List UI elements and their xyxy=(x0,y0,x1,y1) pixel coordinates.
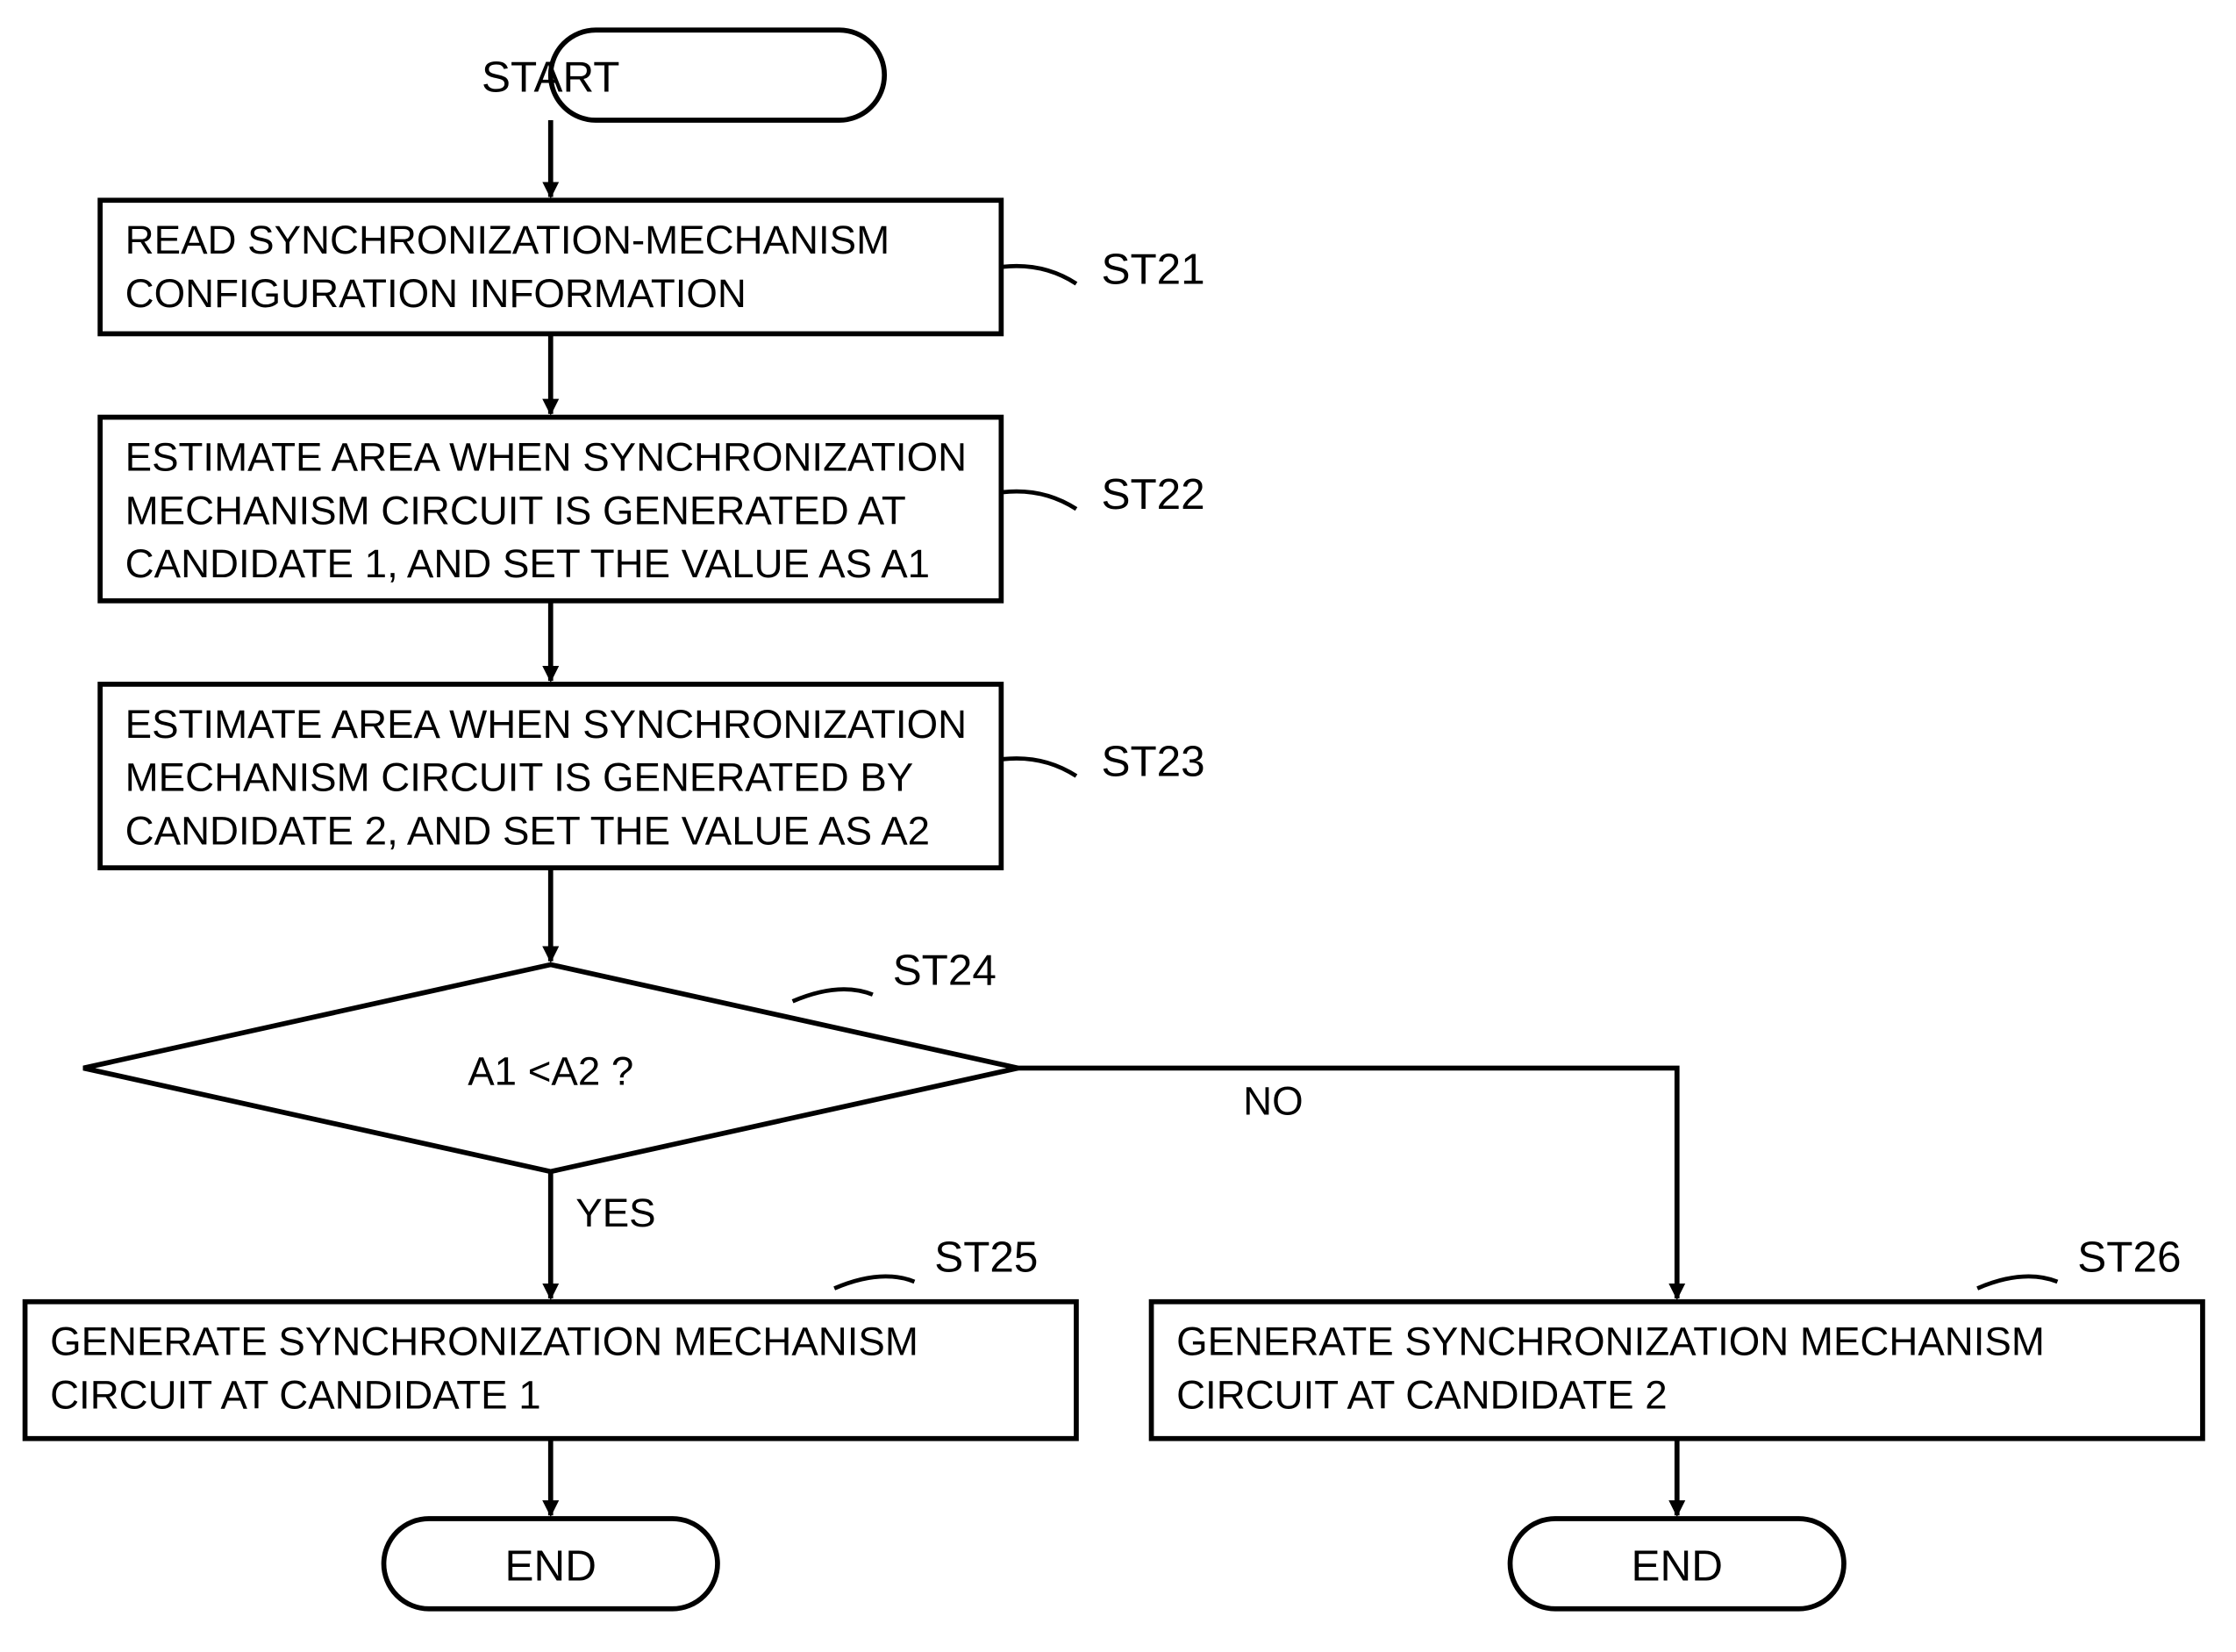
st21-tag: ST21 xyxy=(1101,245,1204,293)
st24-node: A1 <A2 ? xyxy=(83,964,1018,1171)
st24-label: A1 <A2 ? xyxy=(468,1048,633,1093)
st23-tag: ST23 xyxy=(1101,738,1204,786)
st22-line3: CANDIDATE 1, AND SET THE VALUE AS A1 xyxy=(125,541,930,586)
st24-tick xyxy=(793,990,873,1002)
st23-node: ESTIMATE AREA WHEN SYNCHRONIZATION MECHA… xyxy=(100,684,1001,868)
st21-node: READ SYNCHRONIZATION-MECHANISM CONFIGURA… xyxy=(100,200,1001,333)
st26-line1: GENERATE SYNCHRONIZATION MECHANISM xyxy=(1176,1319,2045,1364)
st25-line2: CIRCUIT AT CANDIDATE 1 xyxy=(50,1372,541,1417)
st22-line2: MECHANISM CIRCUIT IS GENERATED AT xyxy=(125,488,906,533)
st26-line2: CIRCUIT AT CANDIDATE 2 xyxy=(1176,1372,1668,1417)
st24-tag: ST24 xyxy=(893,946,997,994)
st25-tick xyxy=(834,1277,914,1289)
st21-line1: READ SYNCHRONIZATION-MECHANISM xyxy=(125,218,889,262)
st25-node: GENERATE SYNCHRONIZATION MECHANISM CIRCU… xyxy=(25,1302,1076,1439)
st22-tag: ST22 xyxy=(1101,470,1204,518)
st23-line2: MECHANISM CIRCUIT IS GENERATED BY xyxy=(125,755,914,800)
st21-tick xyxy=(1001,266,1076,283)
st22-node: ESTIMATE AREA WHEN SYNCHRONIZATION MECHA… xyxy=(100,418,1001,601)
start-label: START xyxy=(482,54,619,102)
end2-node: END xyxy=(1511,1519,1844,1609)
st26-node: GENERATE SYNCHRONIZATION MECHANISM CIRCU… xyxy=(1152,1302,2203,1439)
edge-st24-st26 xyxy=(1018,1068,1676,1298)
st23-line3: CANDIDATE 2, AND SET THE VALUE AS A2 xyxy=(125,809,930,854)
edge-label-no: NO xyxy=(1243,1079,1303,1124)
edge-label-yes: YES xyxy=(575,1191,655,1235)
st23-tick xyxy=(1001,758,1076,776)
st25-line1: GENERATE SYNCHRONIZATION MECHANISM xyxy=(50,1319,918,1364)
flowchart-canvas: START READ SYNCHRONIZATION-MECHANISM CON… xyxy=(0,0,2236,1652)
st23-line1: ESTIMATE AREA WHEN SYNCHRONIZATION xyxy=(125,702,967,747)
st22-tick xyxy=(1001,491,1076,509)
st26-tag: ST26 xyxy=(2077,1233,2181,1281)
end1-node: END xyxy=(384,1519,718,1609)
st22-line1: ESTIMATE AREA WHEN SYNCHRONIZATION xyxy=(125,434,967,479)
start-node: START xyxy=(482,30,884,120)
st21-line2: CONFIGURATION INFORMATION xyxy=(125,271,747,316)
st25-tag: ST25 xyxy=(934,1233,1038,1281)
st26-tick xyxy=(1977,1277,2057,1289)
